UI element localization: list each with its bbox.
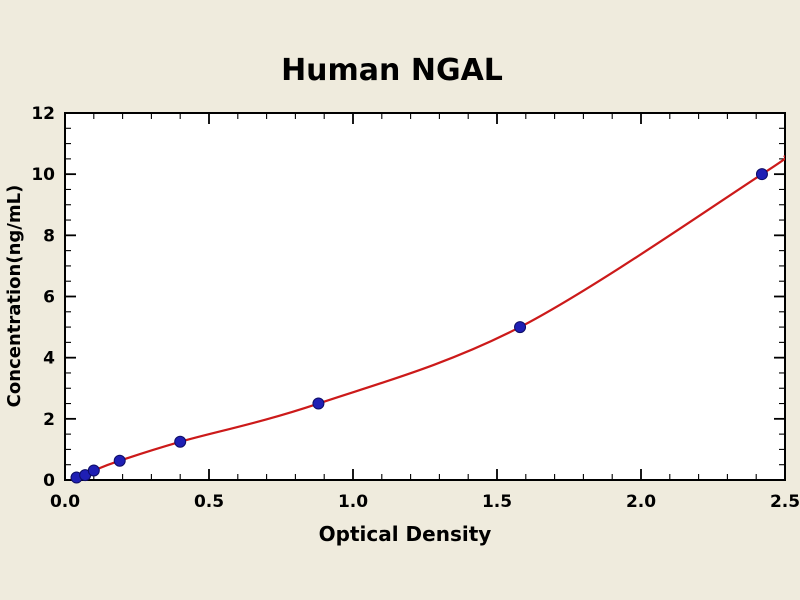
y-tick-label: 0 bbox=[43, 471, 55, 491]
data-point-marker bbox=[87, 464, 100, 477]
data-point-marker bbox=[174, 435, 187, 448]
x-tick-label: 1.5 bbox=[482, 492, 512, 512]
y-axis-label: Concentration(ng/mL) bbox=[4, 185, 25, 408]
x-tick-label: 0.0 bbox=[50, 492, 80, 512]
y-tick-label: 2 bbox=[43, 410, 55, 430]
x-tick-label: 2.0 bbox=[626, 492, 656, 512]
plot-area: 0.0 0.5 1.0 1.5 2.0 2.5 0 2 4 6 8 10 12 bbox=[31, 104, 800, 512]
data-point-marker bbox=[514, 321, 527, 334]
data-point-marker bbox=[755, 168, 768, 181]
x-tick-label: 1.0 bbox=[338, 492, 368, 512]
y-tick-label: 8 bbox=[43, 226, 55, 246]
plot-border bbox=[64, 112, 786, 481]
data-point-marker bbox=[113, 454, 126, 467]
y-tick-label: 10 bbox=[31, 165, 55, 185]
y-tick-label: 6 bbox=[43, 288, 55, 308]
data-point-marker bbox=[312, 397, 325, 410]
x-axis-label: Optical Density bbox=[319, 522, 492, 546]
y-tick-label: 12 bbox=[31, 104, 55, 124]
x-tick-label: 2.5 bbox=[770, 492, 800, 512]
y-tick-label: 4 bbox=[43, 349, 55, 369]
x-tick-label: 0.5 bbox=[194, 492, 224, 512]
chart-title: Human NGAL bbox=[281, 53, 503, 88]
